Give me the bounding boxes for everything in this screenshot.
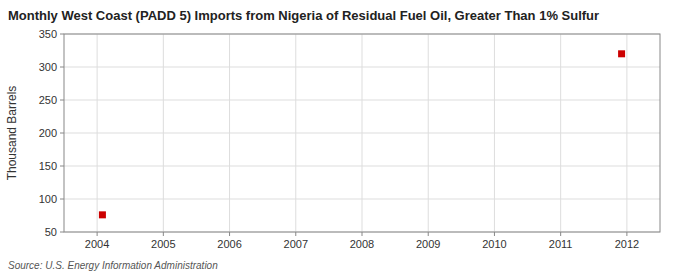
x-tick bbox=[229, 232, 230, 236]
point bbox=[618, 50, 625, 57]
y-tick bbox=[60, 232, 64, 233]
y-tick bbox=[60, 133, 64, 134]
y-tick-label: 350 bbox=[39, 28, 57, 40]
x-tick bbox=[163, 232, 164, 236]
x-tick bbox=[362, 232, 363, 236]
x-tick-label: 2004 bbox=[85, 238, 109, 250]
x-tick-label: 2006 bbox=[217, 238, 241, 250]
x-tick-label: 2008 bbox=[350, 238, 374, 250]
y-tick bbox=[60, 100, 64, 101]
point bbox=[99, 211, 106, 218]
y-tick-label: 50 bbox=[45, 226, 57, 238]
x-tick-label: 2007 bbox=[284, 238, 308, 250]
y-tick-label: 150 bbox=[39, 160, 57, 172]
grid bbox=[64, 34, 660, 232]
x-tick bbox=[494, 232, 495, 236]
title: Monthly West Coast (PADD 5) Imports from… bbox=[8, 8, 599, 23]
y-tick bbox=[60, 67, 64, 68]
y-axis-label: Thousand Barrels bbox=[5, 86, 19, 181]
grid-line bbox=[64, 199, 660, 200]
grid-line bbox=[64, 100, 660, 101]
y-tick-label: 200 bbox=[39, 127, 57, 139]
chart: 2004 2005 2006 2007 2008 2009 2010 2011 2012 50 10… bbox=[0, 0, 675, 275]
chart-container: 2004 2005 2006 2007 2008 2009 2010 2011 2012 50 10… bbox=[0, 0, 675, 275]
source-note: Source: U.S. Energy Information Administ… bbox=[8, 260, 218, 271]
y-tick bbox=[60, 199, 64, 200]
x-tick-label: 2012 bbox=[615, 238, 639, 250]
x-tick-label: 2010 bbox=[482, 238, 506, 250]
x-tick-label: 2005 bbox=[151, 238, 175, 250]
y-tick-label: 300 bbox=[39, 61, 57, 73]
y-tick bbox=[60, 166, 64, 167]
grid-line bbox=[64, 133, 660, 134]
x-tick bbox=[626, 232, 627, 236]
x-tick bbox=[97, 232, 98, 236]
y-tick-label: 100 bbox=[39, 193, 57, 205]
x-tick-label: 2011 bbox=[549, 238, 573, 250]
grid-line bbox=[64, 166, 660, 167]
marks bbox=[99, 50, 625, 218]
axes: 2004 2005 2006 2007 2008 2009 2010 2011 2012 50 10… bbox=[39, 28, 660, 250]
x-tick bbox=[428, 232, 429, 236]
x-tick-label: 2009 bbox=[416, 238, 440, 250]
x-tick bbox=[295, 232, 296, 236]
y-tick-label: 250 bbox=[39, 94, 57, 106]
x-tick bbox=[560, 232, 561, 236]
y-tick bbox=[60, 34, 64, 35]
plot-frame bbox=[64, 34, 660, 232]
grid-line bbox=[64, 67, 660, 68]
